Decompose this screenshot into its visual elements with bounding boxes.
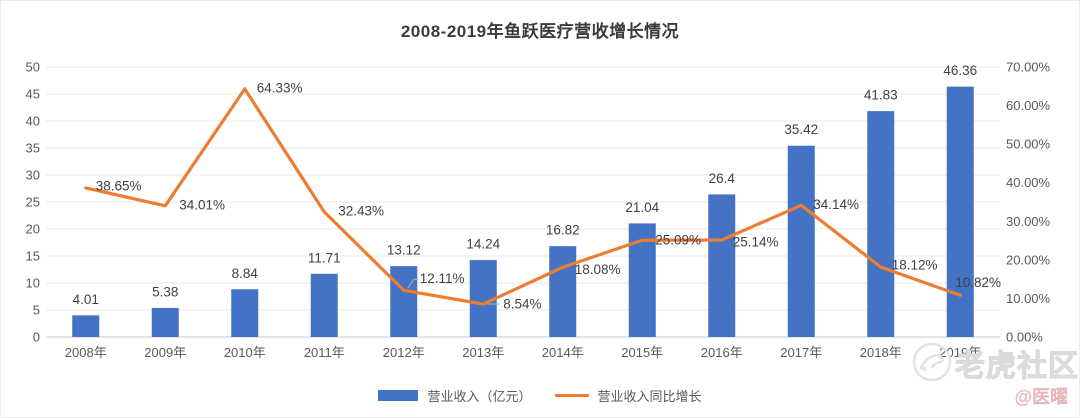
bar-value-label: 16.82 [546, 223, 580, 238]
line-value-label: 38.65% [96, 178, 142, 193]
right-axis-tick-label: 40.00% [1006, 175, 1051, 190]
x-axis-label: 2010年 [224, 345, 266, 360]
revenue-bar [72, 315, 100, 337]
bar-value-label: 46.36 [943, 63, 977, 78]
revenue-bar [867, 111, 895, 337]
line-value-label: 18.12% [892, 258, 938, 273]
x-axis-label: 2017年 [780, 345, 822, 360]
bar-value-label: 41.83 [864, 88, 898, 103]
left-axis-tick-label: 25 [26, 195, 40, 210]
right-axis-tick-label: 50.00% [1006, 137, 1051, 152]
legend-line-swatch-icon [554, 394, 589, 397]
right-axis-tick-label: 20.00% [1006, 252, 1051, 267]
label-leader-line [407, 278, 418, 289]
right-axis-tick-label: 0.00% [1006, 330, 1043, 345]
bar-value-label: 26.4 [709, 171, 736, 186]
watermark-author-text: @医曜 [1014, 387, 1068, 407]
bar-value-label: 35.42 [784, 122, 818, 137]
left-axis-tick-label: 15 [26, 249, 40, 264]
revenue-bar [231, 289, 259, 337]
legend-bar-swatch-icon [378, 390, 419, 401]
bar-value-label: 11.71 [308, 250, 341, 265]
x-axis-label: 2009年 [144, 345, 186, 360]
line-value-label: 25.09% [655, 233, 701, 248]
left-axis-tick-label: 45 [26, 87, 40, 102]
x-axis-label: 2015年 [621, 345, 663, 360]
legend: 营业收入（亿元） 营业收入同比增长 [0, 386, 1080, 405]
revenue-bar [549, 246, 577, 337]
left-axis-tick-label: 50 [26, 60, 40, 75]
line-value-label: 34.14% [813, 197, 859, 212]
revenue-bar [946, 86, 974, 337]
x-axis-label: 2018年 [860, 345, 902, 360]
left-axis-tick-label: 0 [33, 330, 40, 345]
tiger-logo-icon [912, 342, 952, 382]
x-axis-label: 2008年 [65, 345, 107, 360]
line-value-label: 25.14% [733, 235, 779, 250]
line-value-label: 8.54% [503, 297, 541, 312]
bar-value-label: 21.04 [625, 200, 659, 215]
chart-title: 2008-2019年鱼跃医疗营收增长情况 [400, 22, 680, 41]
revenue-bar [310, 273, 338, 337]
revenue-bar [708, 194, 736, 337]
revenue-bar [787, 145, 815, 337]
x-axis-label: 2014年 [542, 345, 584, 360]
left-axis-tick-label: 5 [33, 303, 40, 318]
right-axis-tick-label: 70.00% [1006, 60, 1051, 75]
watermark-community-text: 老虎社区 [955, 350, 1079, 384]
bar-value-label: 14.24 [466, 237, 500, 252]
revenue-bar [390, 266, 418, 337]
right-axis-tick-label: 60.00% [1006, 98, 1051, 113]
line-value-label: 64.33% [257, 80, 303, 95]
x-axis-label: 2016年 [701, 345, 743, 360]
line-value-label: 12.11% [420, 271, 465, 286]
line-value-label: 32.43% [338, 203, 384, 218]
bar-value-label: 13.12 [387, 243, 421, 258]
bar-value-label: 5.38 [152, 284, 178, 299]
left-axis-tick-label: 20 [26, 222, 40, 237]
left-axis-tick-label: 10 [26, 276, 40, 291]
legend-line-label: 营业收入同比增长 [597, 389, 702, 404]
growth-line [84, 87, 962, 306]
bar-value-label: 8.84 [232, 266, 259, 281]
x-axis-label: 2011年 [304, 345, 345, 360]
revenue-bar [151, 307, 179, 337]
line-value-label: 10.82% [955, 275, 1001, 290]
legend-bar-label: 营业收入（亿元） [427, 389, 532, 404]
left-axis-tick-label: 40 [26, 114, 40, 129]
x-axis-label: 2013年 [462, 345, 504, 360]
line-value-label: 18.08% [575, 262, 621, 277]
bar-value-label: 4.01 [73, 292, 99, 307]
left-axis-tick-label: 35 [26, 141, 40, 156]
line-value-label: 34.01% [179, 197, 225, 212]
right-axis-tick-label: 10.00% [1006, 291, 1051, 306]
left-axis-tick-label: 30 [26, 168, 40, 183]
x-axis-label: 2012年 [383, 345, 425, 360]
right-axis-tick-label: 30.00% [1006, 214, 1051, 229]
